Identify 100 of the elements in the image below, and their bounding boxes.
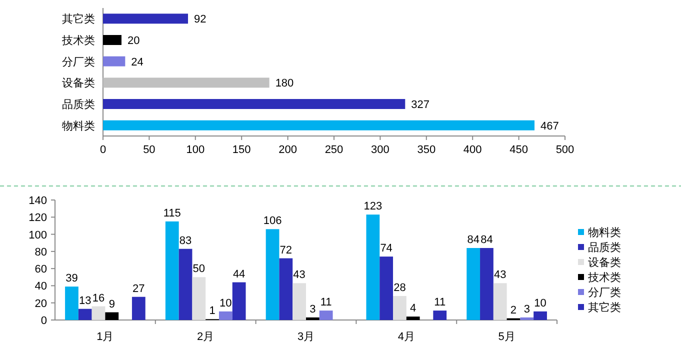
legend-label: 技术类 (587, 271, 621, 284)
data-label: 84 (480, 234, 493, 246)
y-tick-label: 技术类 (61, 34, 95, 47)
bar (380, 256, 394, 320)
x-tick-label: 350 (417, 144, 436, 156)
data-label: 16 (92, 292, 105, 304)
y-tick-label: 其它类 (62, 12, 95, 26)
y-tick-label: 80 (34, 246, 47, 258)
x-tick-label: 2月 (197, 331, 214, 343)
data-label: 20 (127, 35, 140, 47)
x-tick-label: 400 (463, 144, 482, 156)
bar (534, 311, 547, 320)
bar (92, 306, 106, 320)
x-tick-label: 100 (186, 144, 205, 156)
bar (78, 308, 92, 320)
bar (306, 317, 320, 320)
data-label: 1 (209, 305, 216, 318)
data-label: 123 (364, 200, 382, 213)
bar (65, 286, 78, 320)
data-label: 43 (293, 269, 306, 282)
x-tick-label: 1月 (96, 331, 114, 343)
y-tick-label: 140 (28, 195, 47, 207)
y-tick-label: 40 (34, 280, 47, 293)
bar (103, 99, 406, 109)
x-tick-label: 3月 (297, 331, 315, 343)
y-tick-label: 品质类 (62, 98, 95, 111)
bar (466, 248, 480, 320)
legend-label: 设备类 (588, 256, 621, 269)
x-tick-label: 5月 (498, 331, 516, 343)
data-label: 4 (410, 302, 416, 315)
bar (218, 311, 232, 320)
bar (266, 229, 280, 320)
x-tick-label: 4月 (398, 331, 415, 343)
bar (132, 296, 146, 320)
data-label: 180 (275, 78, 294, 90)
x-tick-label: 200 (278, 144, 297, 156)
data-label: 115 (163, 207, 181, 220)
data-label: 10 (220, 297, 232, 310)
data-label: 3 (524, 303, 530, 316)
data-label: 74 (380, 242, 392, 255)
y-tick-label: 分厂类 (62, 55, 95, 68)
bar (105, 312, 119, 320)
data-label: 83 (179, 234, 192, 247)
data-label: 13 (78, 294, 92, 307)
x-tick-label: 150 (232, 144, 251, 156)
data-label: 28 (394, 282, 406, 294)
data-label: 3 (310, 303, 316, 316)
data-label: 9 (108, 298, 115, 310)
x-tick-label: 500 (556, 144, 574, 156)
data-label: 84 (467, 234, 480, 246)
bar (366, 214, 380, 320)
bar (406, 316, 420, 320)
x-tick-label: 300 (371, 144, 390, 156)
bar (103, 14, 188, 24)
bar (232, 282, 246, 320)
data-label: 50 (192, 263, 206, 276)
x-tick-label: 450 (510, 144, 528, 156)
data-label: 106 (263, 215, 282, 228)
data-label: 39 (66, 272, 78, 285)
data-label: 92 (194, 14, 206, 26)
y-tick-label: 物料类 (62, 119, 95, 132)
bar (520, 317, 534, 320)
x-tick-label: 0 (100, 144, 106, 156)
data-label: 24 (131, 56, 144, 68)
bar (433, 310, 447, 320)
y-tick-label: 100 (28, 229, 47, 242)
bar (103, 78, 270, 88)
bar (279, 258, 293, 320)
bar (178, 248, 192, 320)
data-label: 44 (232, 268, 246, 280)
y-tick-label: 0 (40, 315, 47, 327)
data-label: 2 (510, 304, 517, 316)
bar (393, 296, 406, 320)
bar (103, 35, 122, 45)
data-label: 10 (534, 297, 546, 310)
bar (480, 248, 494, 320)
data-label: 11 (320, 296, 332, 309)
data-label: 27 (132, 282, 145, 295)
y-tick-label: 设备类 (62, 76, 95, 90)
legend-label: 品质类 (588, 241, 621, 254)
bar (319, 310, 333, 320)
bar (103, 56, 126, 66)
bar (103, 120, 535, 130)
legend-label: 分厂类 (588, 286, 621, 299)
legend-label: 物料类 (588, 226, 621, 239)
data-label: 467 (540, 120, 559, 132)
data-label: 327 (411, 99, 430, 111)
y-tick-label: 120 (28, 212, 47, 224)
bar (493, 283, 507, 320)
x-tick-label: 250 (324, 144, 344, 156)
bar (192, 277, 206, 320)
x-tick-label: 50 (143, 144, 156, 156)
data-label: 72 (280, 244, 292, 256)
legend-label: 其它类 (588, 301, 621, 314)
y-tick-label: 60 (34, 264, 47, 276)
data-label: 43 (494, 269, 506, 282)
y-tick-label: 20 (34, 298, 47, 310)
bar (165, 221, 179, 320)
bar (292, 283, 306, 320)
data-label: 11 (434, 296, 446, 309)
